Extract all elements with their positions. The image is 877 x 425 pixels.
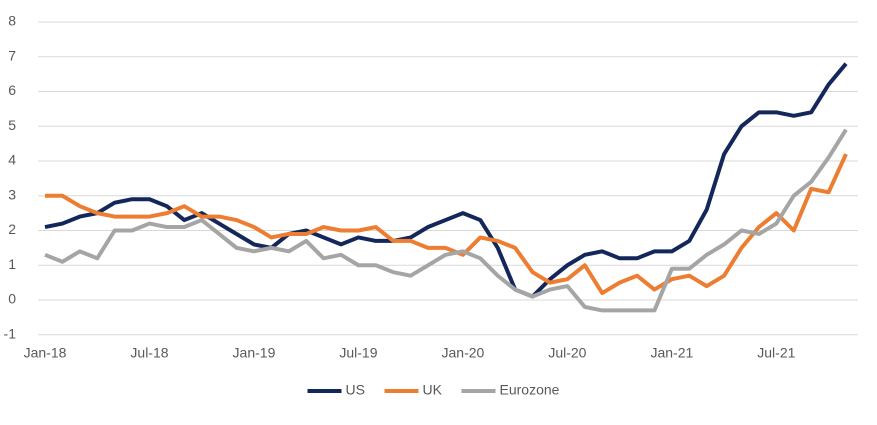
- legend-label: UK: [423, 382, 443, 398]
- y-tick-label: 7: [8, 47, 16, 63]
- x-tick-label: Jan-18: [24, 345, 67, 361]
- y-tick-label: 0: [8, 291, 16, 307]
- legend-label: US: [346, 382, 365, 398]
- y-tick-label: 5: [8, 117, 16, 133]
- series-line: [44, 128, 848, 313]
- y-tick-label: -1: [4, 325, 17, 341]
- y-tick-label: 3: [8, 186, 16, 202]
- series-line: [45, 153, 848, 296]
- y-tick-label: 2: [8, 221, 16, 237]
- y-tick-label: 6: [8, 82, 16, 98]
- x-tick-label: Jul-21: [757, 345, 795, 361]
- y-tick-label: 4: [8, 152, 16, 168]
- legend-label: Eurozone: [500, 382, 560, 398]
- x-tick-label: Jan-20: [442, 345, 485, 361]
- x-tick-label: Jul-19: [339, 345, 377, 361]
- x-tick-label: Jan-19: [233, 345, 276, 361]
- y-tick-label: 8: [8, 13, 16, 29]
- x-tick-label: Jul-20: [548, 345, 586, 361]
- y-tick-label: 1: [8, 256, 16, 272]
- series-line: [44, 62, 848, 299]
- x-tick-label: Jan-21: [650, 345, 693, 361]
- x-tick-label: Jul-18: [130, 345, 168, 361]
